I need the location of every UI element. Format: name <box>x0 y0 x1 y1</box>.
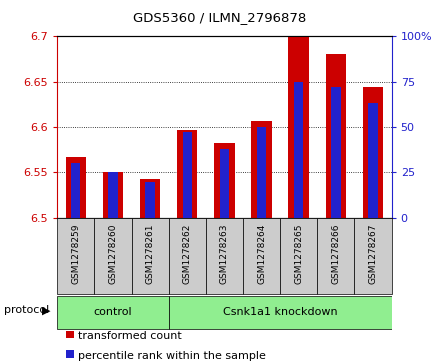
Bar <box>289 35 309 218</box>
Text: GSM1278265: GSM1278265 <box>294 224 303 284</box>
Text: ▶: ▶ <box>42 305 51 315</box>
Text: Csnk1a1 knockdown: Csnk1a1 knockdown <box>223 307 337 317</box>
Bar <box>57 296 169 329</box>
Bar <box>331 87 341 218</box>
Text: transformed count: transformed count <box>78 331 182 341</box>
Text: percentile rank within the sample: percentile rank within the sample <box>78 351 266 361</box>
Bar <box>257 127 266 218</box>
Bar <box>94 218 132 294</box>
Bar <box>132 218 169 294</box>
Text: GDS5360 / ILMN_2796878: GDS5360 / ILMN_2796878 <box>133 11 307 24</box>
Bar <box>169 296 392 329</box>
Bar <box>66 157 86 218</box>
Text: GSM1278267: GSM1278267 <box>369 224 378 284</box>
Bar <box>280 218 317 294</box>
Bar <box>183 132 192 218</box>
Bar <box>363 87 383 218</box>
Bar <box>140 179 160 218</box>
Bar <box>206 218 243 294</box>
Bar <box>220 149 229 218</box>
Bar <box>326 53 346 218</box>
Text: GSM1278264: GSM1278264 <box>257 224 266 284</box>
Text: GSM1278261: GSM1278261 <box>146 224 154 284</box>
Bar <box>243 218 280 294</box>
Text: GSM1278260: GSM1278260 <box>108 224 117 284</box>
Bar <box>368 103 378 218</box>
Text: GSM1278266: GSM1278266 <box>331 224 341 284</box>
Bar <box>57 218 94 294</box>
Bar <box>177 130 198 218</box>
Text: protocol: protocol <box>4 305 50 315</box>
Bar <box>169 218 206 294</box>
Text: GSM1278263: GSM1278263 <box>220 224 229 284</box>
Bar <box>71 163 81 218</box>
Bar <box>214 143 235 218</box>
Bar <box>251 121 272 218</box>
Bar <box>355 218 392 294</box>
Bar <box>146 182 155 218</box>
Bar <box>103 171 123 218</box>
Bar <box>108 172 117 218</box>
Text: control: control <box>94 307 132 317</box>
Text: GSM1278259: GSM1278259 <box>71 224 80 284</box>
Text: GSM1278262: GSM1278262 <box>183 224 192 284</box>
Bar <box>317 218 355 294</box>
Bar <box>294 82 303 218</box>
